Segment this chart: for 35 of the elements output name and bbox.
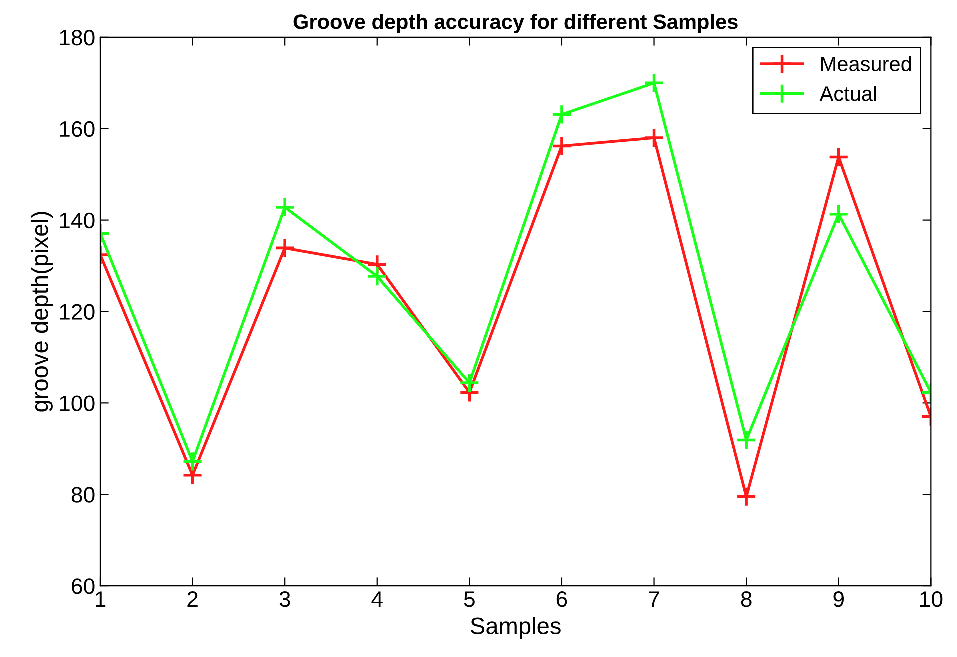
x-tick-label: 8	[741, 591, 752, 608]
y-tick-label: 80	[72, 487, 95, 503]
point	[552, 136, 572, 157]
point	[182, 451, 204, 472]
point	[552, 104, 572, 126]
chart-title: Groove depth accuracy for different Samples	[294, 14, 738, 34]
x-tick-label: 2	[188, 591, 198, 608]
x-axis-title: Samples	[470, 617, 561, 640]
point	[644, 72, 665, 94]
legend-label: Actual	[820, 86, 876, 102]
x-tick-label: 6	[556, 591, 568, 608]
x-tick-label: 1	[96, 592, 106, 608]
x-tick-label: 4	[372, 592, 383, 608]
y-tick-label: 60	[72, 578, 95, 594]
y-tick-label: 100	[60, 396, 95, 412]
point	[736, 486, 757, 508]
y-tick-label: 140	[60, 212, 95, 229]
point	[459, 372, 480, 394]
legend-label: Measured	[821, 56, 912, 72]
point	[828, 204, 850, 225]
point	[736, 430, 757, 451]
point	[828, 146, 850, 168]
point	[366, 266, 388, 287]
point	[274, 238, 296, 259]
x-tick-label: 7	[649, 592, 660, 608]
y-tick-label: 180	[60, 30, 95, 46]
x-tick-label: 5	[464, 592, 475, 608]
x-tick-label: 10	[920, 591, 943, 608]
y-axis-title: groove depth(pixel)	[30, 212, 53, 412]
y-tick-label: 160	[60, 121, 95, 138]
point	[274, 197, 296, 218]
point	[644, 128, 665, 148]
y-tick-label: 120	[60, 304, 95, 320]
x-tick-label: 9	[834, 591, 844, 608]
x-tick-label: 3	[280, 591, 290, 608]
